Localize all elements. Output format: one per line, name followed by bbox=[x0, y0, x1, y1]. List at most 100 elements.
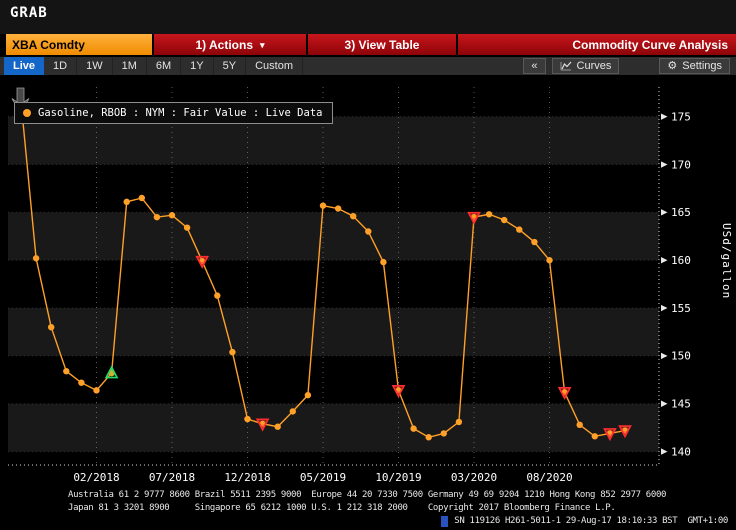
data-point[interactable] bbox=[244, 415, 251, 423]
y-tick-label: 170 bbox=[671, 158, 691, 171]
data-point[interactable] bbox=[531, 238, 538, 246]
chevron-down-icon: ▾ bbox=[260, 40, 265, 50]
settings-button-label: Settings bbox=[682, 60, 722, 72]
data-point[interactable] bbox=[365, 228, 372, 235]
data-point[interactable] bbox=[153, 213, 161, 221]
data-point-core bbox=[562, 389, 567, 394]
data-point[interactable] bbox=[274, 423, 281, 430]
data-point[interactable] bbox=[380, 258, 387, 266]
x-tick-label: 07/2018 bbox=[149, 471, 195, 484]
footer-contacts-line1: Australia 61 2 9777 8600 Brazil 5511 239… bbox=[68, 490, 667, 500]
x-tick-label: 02/2018 bbox=[73, 471, 119, 484]
data-point[interactable] bbox=[425, 434, 432, 441]
y-tick-label: 140 bbox=[671, 445, 691, 458]
actions-button-label: 1) Actions bbox=[195, 37, 254, 52]
data-point-core bbox=[260, 420, 265, 425]
data-point[interactable] bbox=[63, 368, 70, 375]
y-tick-arrow-icon bbox=[661, 400, 668, 407]
data-point[interactable] bbox=[440, 430, 447, 437]
data-point[interactable] bbox=[289, 408, 296, 415]
data-point[interactable] bbox=[304, 391, 312, 399]
data-point[interactable] bbox=[591, 433, 598, 440]
data-point-core bbox=[472, 214, 476, 219]
data-point[interactable] bbox=[168, 212, 176, 219]
y-tick-label: 160 bbox=[671, 254, 691, 267]
view-table-button[interactable]: 3) View Table bbox=[308, 34, 456, 55]
footer-session-line: SN 119126 H261-5011-1 29-Aug-17 18:10:33… bbox=[68, 515, 736, 528]
data-point[interactable] bbox=[48, 323, 55, 331]
data-point[interactable] bbox=[546, 257, 553, 264]
plot-band bbox=[8, 403, 659, 452]
plot-band bbox=[8, 212, 659, 261]
window-title: GRAB bbox=[10, 5, 48, 21]
plot-band bbox=[8, 116, 659, 165]
data-point[interactable] bbox=[410, 425, 417, 432]
data-point[interactable] bbox=[229, 348, 236, 356]
series-dot-icon bbox=[23, 109, 31, 117]
curves-button[interactable]: Curves bbox=[551, 58, 620, 74]
settings-button[interactable]: ⚙ Settings bbox=[659, 58, 730, 74]
data-point[interactable] bbox=[138, 194, 145, 202]
data-point[interactable] bbox=[93, 387, 100, 394]
footer: Australia 61 2 9777 8600 Brazil 5511 239… bbox=[0, 487, 736, 530]
y-tick-label: 145 bbox=[671, 398, 691, 411]
data-point[interactable] bbox=[183, 224, 191, 231]
data-point[interactable] bbox=[576, 421, 583, 429]
y-tick-arrow-icon bbox=[661, 448, 668, 455]
marker-green-up-icon bbox=[104, 365, 119, 379]
chart-area[interactable]: 140 145 150 155 160 165 170 175 02/2018 07/2018 12… bbox=[0, 75, 736, 487]
x-tick-label: 05/2019 bbox=[300, 471, 346, 484]
data-point-core bbox=[200, 258, 205, 263]
y-tick-arrow-icon bbox=[661, 257, 668, 264]
y-tick-arrow-icon bbox=[661, 209, 668, 216]
app-title-bar: Commodity Curve Analysis bbox=[458, 34, 736, 55]
tab-1d[interactable]: 1D bbox=[44, 57, 78, 75]
data-point[interactable] bbox=[501, 216, 508, 224]
data-point[interactable] bbox=[516, 226, 523, 233]
y-tick-arrow-icon bbox=[661, 304, 668, 312]
data-point[interactable] bbox=[78, 379, 85, 386]
data-point-core bbox=[607, 430, 612, 435]
collapse-button[interactable]: « bbox=[523, 58, 546, 74]
tab-1w[interactable]: 1W bbox=[77, 57, 113, 75]
data-point-core bbox=[396, 387, 401, 392]
data-point[interactable] bbox=[123, 198, 130, 206]
tab-1m[interactable]: 1M bbox=[113, 57, 147, 75]
toolbar: XBA Comdty 1) Actions ▾ 3) View Table Co… bbox=[0, 34, 736, 55]
time-range-tabs: Live 1D 1W 1M 6M 1Y 5Y Custom bbox=[4, 57, 303, 75]
data-point[interactable] bbox=[485, 211, 493, 218]
data-point[interactable] bbox=[334, 205, 342, 212]
data-point-core bbox=[623, 427, 627, 432]
app-title: Commodity Curve Analysis bbox=[572, 37, 728, 52]
x-tick-label: 12/2018 bbox=[224, 471, 270, 484]
data-point[interactable] bbox=[350, 212, 357, 220]
curves-chart-icon bbox=[560, 61, 571, 71]
y-tick-label: 165 bbox=[671, 206, 691, 219]
tab-5y[interactable]: 5Y bbox=[214, 57, 247, 75]
legend-label: Gasoline, RBOB : NYM : Fair Value : Live… bbox=[38, 107, 323, 119]
chart-legend[interactable]: Gasoline, RBOB : NYM : Fair Value : Live… bbox=[14, 102, 334, 124]
actions-button[interactable]: 1) Actions ▾ bbox=[154, 34, 306, 55]
tab-live[interactable]: Live bbox=[4, 57, 45, 75]
y-tick-label: 150 bbox=[671, 350, 691, 363]
x-tick-label: 10/2019 bbox=[375, 471, 421, 484]
y-tick-label: 175 bbox=[671, 110, 691, 123]
tab-1y[interactable]: 1Y bbox=[181, 57, 214, 75]
tabbar-right-controls: « Curves ⚙ Settings bbox=[521, 57, 732, 75]
y-tick-arrow-icon bbox=[661, 352, 668, 360]
security-field[interactable]: XBA Comdty bbox=[6, 34, 152, 55]
tab-custom[interactable]: Custom bbox=[246, 57, 303, 75]
plot-band bbox=[8, 308, 659, 356]
curves-button-label: Curves bbox=[576, 60, 612, 72]
tab-6m[interactable]: 6M bbox=[147, 57, 182, 75]
price-curve-chart[interactable]: 140 145 150 155 160 165 170 175 02/2018 07/2018 12… bbox=[0, 75, 736, 487]
y-tick-arrow-icon bbox=[661, 113, 668, 120]
y-tick-arrow-icon bbox=[661, 161, 668, 168]
session-info: SN 119126 H261-5011-1 29-Aug-17 18:10:33… bbox=[454, 516, 728, 526]
data-point[interactable] bbox=[32, 255, 40, 262]
x-tick-label: 08/2020 bbox=[526, 471, 572, 484]
data-point[interactable] bbox=[319, 202, 327, 209]
y-tick-label: 155 bbox=[671, 302, 691, 315]
data-point[interactable] bbox=[214, 292, 221, 299]
data-point[interactable] bbox=[455, 418, 463, 426]
